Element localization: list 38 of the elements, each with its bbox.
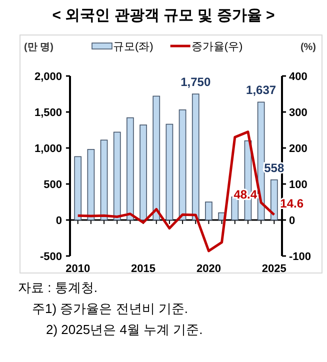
text: 자료 : 통계청.	[18, 280, 98, 295]
bar	[74, 156, 82, 220]
bar	[140, 124, 147, 220]
x-tick-label: 2010	[66, 263, 90, 275]
bar	[152, 96, 160, 220]
y-tick-label: 0	[56, 215, 62, 227]
x-tick-label: 2025	[262, 263, 286, 275]
y2-tick-label: -100	[289, 251, 312, 263]
bar	[113, 132, 121, 220]
y-tick-label: 500	[44, 179, 62, 191]
y-tick-label: 1,000	[34, 143, 62, 155]
y2-tick-label: 300	[289, 107, 308, 119]
bar	[100, 140, 108, 220]
y-tick-label: 1,500	[34, 107, 62, 119]
y-axis-title: (만 명)	[24, 42, 54, 53]
bar	[166, 124, 174, 220]
bar	[178, 109, 186, 220]
bar	[205, 202, 212, 220]
x-tick-label: 2015	[131, 263, 156, 275]
text: 2) 2025년은 4월 누계 기준.	[46, 322, 203, 337]
y2-axis-title: (%)	[300, 42, 316, 53]
y-tick-label: 2,000	[34, 71, 62, 83]
bar	[126, 117, 134, 220]
data-label: 1,750	[180, 75, 211, 89]
y-tick-label: -500	[40, 251, 62, 263]
x-tick-label: 2020	[196, 263, 221, 275]
y2-tick-label: 200	[289, 143, 308, 155]
y2-tick-label: 100	[289, 179, 308, 191]
legend-label: 증가율(우)	[191, 41, 243, 53]
y2-tick-label: 400	[289, 71, 308, 83]
bar	[192, 94, 200, 220]
legend-label: 규모(좌)	[113, 41, 154, 53]
chart-title: < 외국인 관광객 규모 및 증가율 >	[52, 7, 275, 24]
y2-tick-label: 0	[289, 215, 296, 227]
data-label: 1,637	[246, 83, 276, 98]
text: 주1) 증가율은 전년비 기준.	[32, 301, 188, 316]
bar	[87, 149, 95, 220]
bar	[270, 179, 278, 220]
